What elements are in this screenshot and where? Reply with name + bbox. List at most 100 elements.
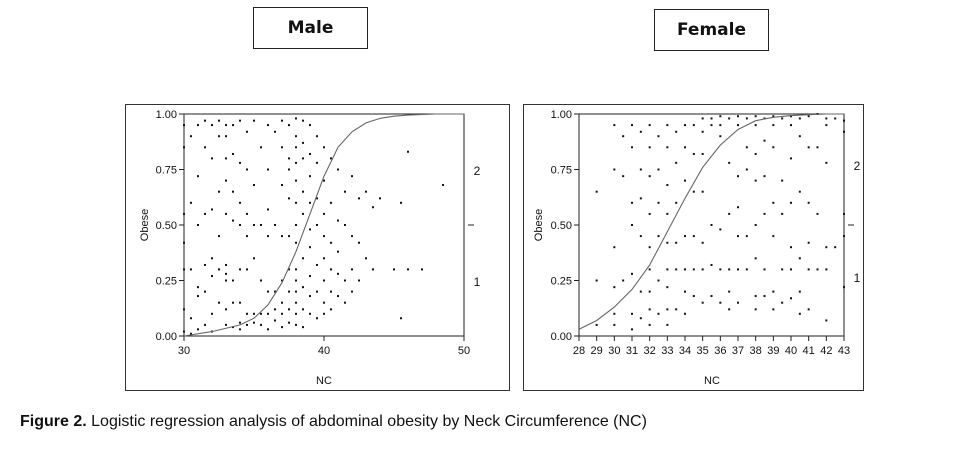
female-data-point (657, 279, 660, 282)
male-data-point (225, 279, 227, 282)
female-x-tick-label: 35 (697, 345, 709, 357)
male-logistic-curve (183, 113, 464, 337)
male-data-point (225, 263, 227, 266)
male-data-point (183, 212, 185, 215)
female-x-tick-label: 34 (679, 345, 691, 357)
male-data-point (218, 268, 220, 271)
female-data-point (639, 197, 642, 200)
female-data-point (781, 117, 784, 120)
female-data-point (639, 235, 642, 238)
male-data-point (225, 179, 227, 182)
male-data-point (302, 119, 304, 122)
male-data-point (197, 124, 199, 127)
male-data-point (211, 257, 213, 260)
male-data-point (232, 279, 234, 282)
female-data-point (692, 152, 695, 155)
male-data-point (323, 301, 325, 304)
female-data-point (763, 212, 766, 215)
male-data-point (330, 290, 332, 293)
male-data-point (295, 323, 297, 326)
male-data-point (330, 241, 332, 244)
female-data-point (684, 179, 686, 182)
male-data-point (183, 124, 185, 127)
female-data-point (798, 117, 801, 120)
male-curve-layer (183, 113, 464, 337)
female-data-point (745, 117, 748, 120)
female-data-point (843, 119, 845, 122)
female-data-point (737, 268, 739, 271)
male-data-point (239, 119, 241, 122)
male-data-point (239, 301, 241, 304)
male-data-point (323, 235, 325, 238)
male-data-point (267, 168, 269, 171)
male-data-point (183, 330, 185, 333)
male-data-point (288, 197, 290, 200)
male-chart-panel: 0.00 0.25 0.50 0.75 1.00 30 40 50 Obese NC 2 1 (125, 104, 510, 391)
female-data-point (595, 279, 598, 282)
female-data-point (763, 295, 766, 298)
male-y-tick-label: 0.25 (156, 276, 177, 288)
male-data-point (204, 119, 206, 122)
male-data-point (225, 272, 227, 275)
male-axes-layer: 0.00 0.25 0.50 0.75 1.00 30 40 50 (156, 109, 474, 357)
male-data-point (281, 184, 283, 187)
female-x-tick-label: 30 (608, 345, 620, 357)
female-data-point (798, 190, 801, 193)
female-data-point (631, 272, 633, 275)
male-data-point (253, 257, 255, 260)
male-data-point (407, 150, 409, 153)
male-data-point (246, 212, 248, 215)
female-data-point (825, 124, 828, 127)
female-y-tick-label: 1.00 (551, 109, 572, 121)
female-data-point (657, 135, 660, 138)
male-data-point (211, 157, 213, 160)
male-data-point (267, 312, 269, 315)
female-data-point (737, 206, 739, 209)
female-data-point (648, 308, 651, 311)
male-data-point (288, 268, 290, 271)
female-data-point (781, 212, 784, 215)
male-data-point (323, 212, 325, 215)
male-data-point (190, 332, 192, 335)
female-data-point (790, 268, 792, 271)
male-data-point (295, 161, 297, 164)
male-data-point (190, 135, 192, 138)
female-data-point (631, 124, 633, 127)
female-x-tick-label: 38 (750, 345, 762, 357)
female-data-point (639, 317, 642, 320)
female-data-point (692, 295, 695, 298)
female-data-point (710, 124, 713, 127)
female-data-point (825, 268, 828, 271)
male-data-point (204, 323, 206, 326)
male-data-point (246, 312, 248, 315)
male-data-point (204, 290, 206, 293)
male-y-tick-label: 1.00 (156, 109, 177, 121)
male-data-point (260, 224, 262, 226)
male-data-point (295, 312, 297, 315)
male-data-point (302, 286, 304, 289)
male-data-point (183, 146, 185, 149)
female-data-point (763, 175, 766, 178)
male-data-point (302, 257, 304, 260)
female-data-point (807, 146, 810, 149)
male-data-point (358, 241, 360, 244)
male-data-point (316, 135, 318, 138)
female-data-point (754, 179, 757, 182)
male-data-point (267, 328, 269, 331)
male-data-point (190, 268, 192, 271)
male-data-point (295, 224, 297, 226)
female-data-point (701, 190, 704, 193)
male-data-point (183, 268, 185, 271)
female-data-point (595, 190, 598, 193)
female-data-point (737, 115, 739, 118)
male-data-point (232, 219, 234, 222)
male-data-point (309, 124, 311, 127)
male-data-point (344, 224, 346, 226)
female-data-point (639, 290, 642, 293)
female-data-point (648, 268, 651, 271)
male-x-axis-label: NC (316, 375, 332, 387)
female-data-point (737, 301, 739, 304)
male-data-point (260, 279, 262, 282)
female-right-label-1: 1 (854, 271, 861, 285)
male-data-point (197, 224, 199, 226)
